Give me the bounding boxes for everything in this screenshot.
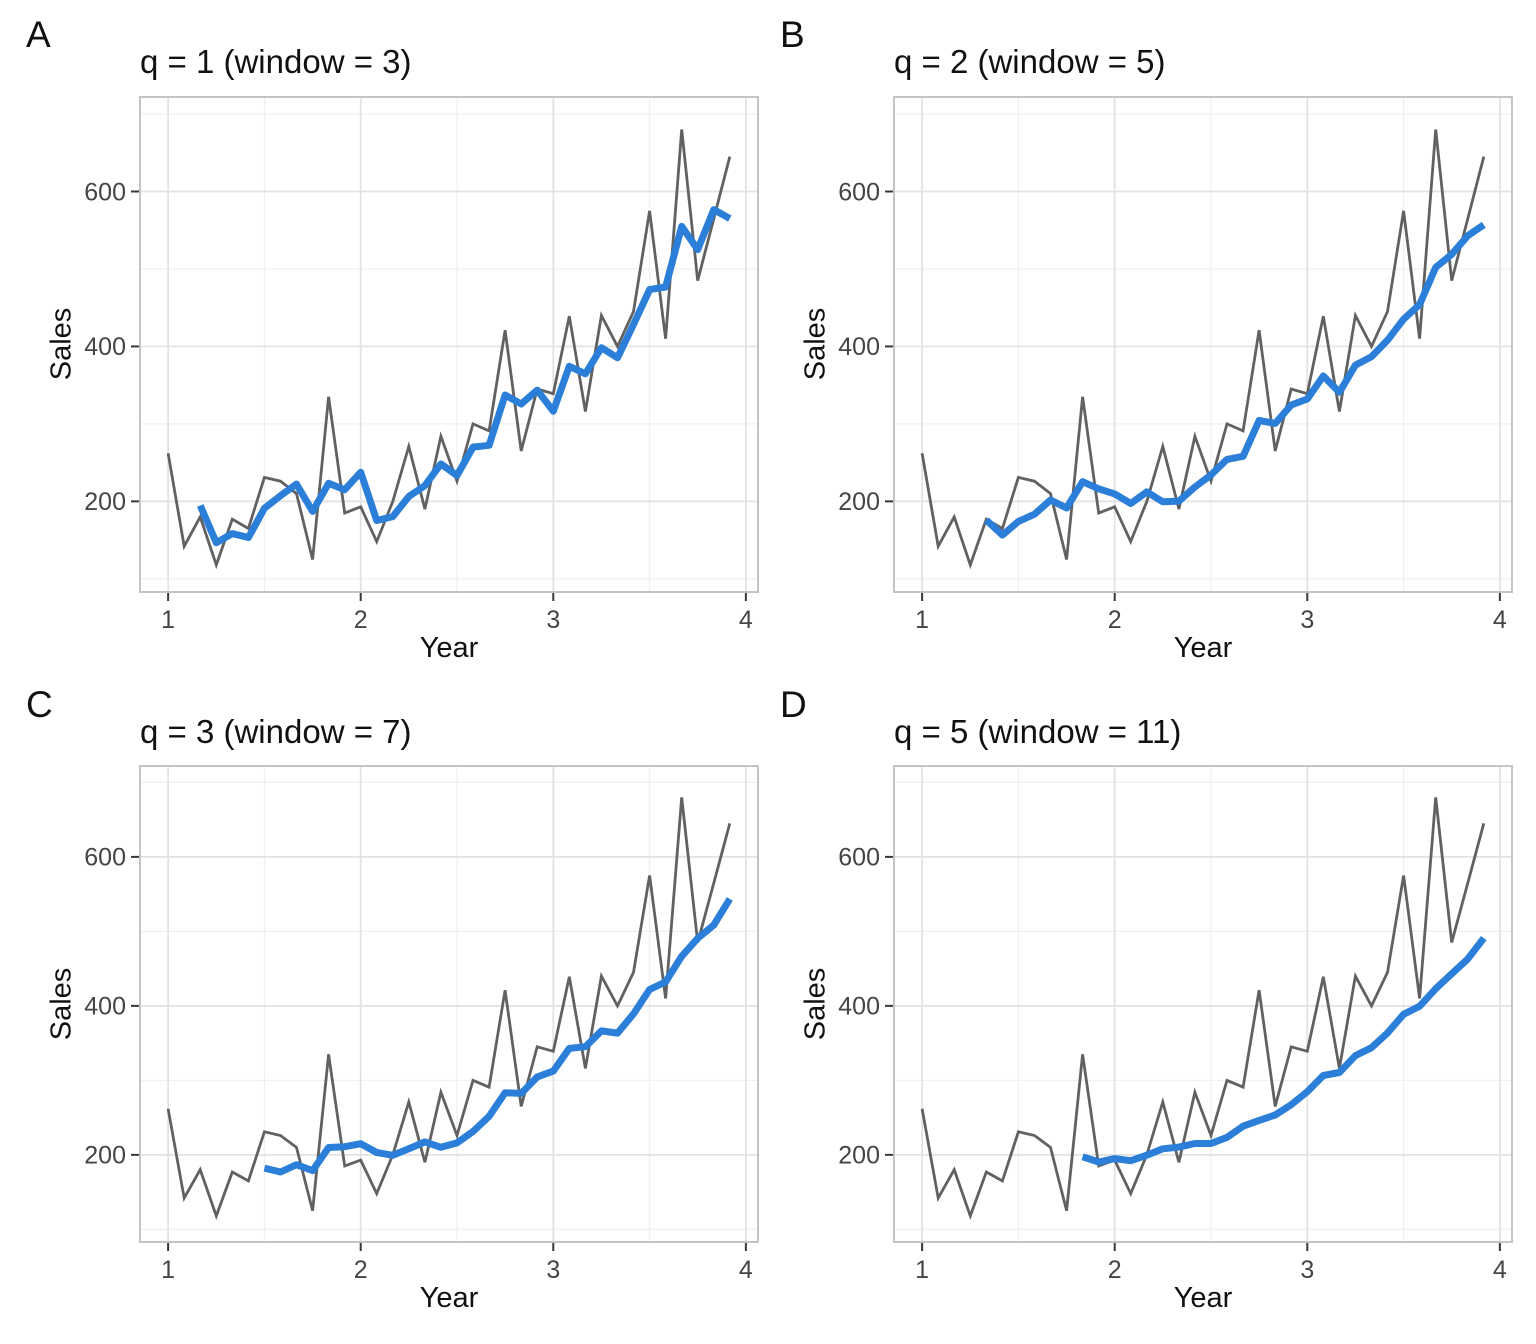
x-axis-title-b: Year xyxy=(1173,632,1233,664)
panel-title-b: q = 2 (window = 5) xyxy=(894,43,1166,80)
x-tick-label: 4 xyxy=(739,606,753,634)
raw-sales-line xyxy=(920,129,1486,570)
y-tick-label: 600 xyxy=(838,844,880,872)
raw-sales-line xyxy=(166,797,732,1221)
x-tick-label: 3 xyxy=(1300,606,1314,634)
panel-border xyxy=(139,765,759,1243)
x-tick-label: 4 xyxy=(1493,1256,1507,1284)
x-tick-label: 1 xyxy=(161,606,175,634)
panel-B-plot: 200 400 600 1 2 3 4 xyxy=(838,96,1513,634)
x-tick-label: 1 xyxy=(915,1256,929,1284)
y-tick-label: 600 xyxy=(84,178,126,206)
panel-letter-a: A xyxy=(26,14,51,55)
x-tick-label: 2 xyxy=(1108,606,1122,634)
panel-letter-c: C xyxy=(26,684,53,725)
panel-title-a: q = 1 (window = 3) xyxy=(140,43,412,80)
moving-average-line xyxy=(1081,935,1487,1166)
panel-C-plot: 200 400 600 1 2 3 4 xyxy=(84,765,759,1284)
y-tick-label: 200 xyxy=(84,488,126,516)
y-tick-label: 600 xyxy=(838,178,880,206)
panel-letter-d: D xyxy=(780,684,807,725)
panel-D-plot: 200 400 600 1 2 3 4 xyxy=(838,765,1513,1284)
panel-title-c: q = 3 (window = 7) xyxy=(140,713,412,750)
raw-sales-line xyxy=(166,129,732,570)
raw-sales-line xyxy=(920,797,1486,1221)
y-tick-label: 200 xyxy=(84,1142,126,1170)
y-tick-label: 400 xyxy=(84,333,126,361)
y-tick-label: 200 xyxy=(838,1142,880,1170)
moving-average-line xyxy=(196,206,732,547)
moving-average-line xyxy=(983,221,1486,539)
x-tick-label: 2 xyxy=(354,606,368,634)
x-axis-title-d: Year xyxy=(1173,1282,1233,1314)
x-tick-label: 1 xyxy=(161,1256,175,1284)
y-tick-label: 400 xyxy=(838,993,880,1021)
x-axis-title-a: Year xyxy=(419,632,479,664)
x-tick-label: 1 xyxy=(915,606,929,634)
x-tick-label: 2 xyxy=(1108,1256,1122,1284)
x-tick-label: 4 xyxy=(739,1256,753,1284)
x-axis-title-c: Year xyxy=(419,1282,479,1314)
y-axis-title-c: Sales xyxy=(45,967,78,1041)
x-tick-label: 4 xyxy=(1493,606,1507,634)
y-tick-label: 200 xyxy=(838,488,880,516)
panel-border xyxy=(893,765,1513,1243)
x-tick-label: 3 xyxy=(1300,1256,1314,1284)
y-tick-label: 600 xyxy=(84,844,126,872)
panel-border xyxy=(139,96,759,593)
x-tick-label: 3 xyxy=(546,1256,560,1284)
moving-average-line xyxy=(263,897,733,1176)
x-tick-label: 3 xyxy=(546,606,560,634)
panel-border xyxy=(893,96,1513,593)
y-axis-title-a: Sales xyxy=(45,307,78,381)
panel-letter-b: B xyxy=(780,14,805,55)
y-tick-label: 400 xyxy=(84,993,126,1021)
y-axis-title-d: Sales xyxy=(799,967,832,1041)
y-tick-label: 400 xyxy=(838,333,880,361)
panel-title-d: q = 5 (window = 11) xyxy=(894,713,1182,750)
y-axis-title-b: Sales xyxy=(799,307,832,381)
x-tick-label: 2 xyxy=(354,1256,368,1284)
panel-A-plot: 200 400 600 1 2 3 4 xyxy=(84,96,759,634)
